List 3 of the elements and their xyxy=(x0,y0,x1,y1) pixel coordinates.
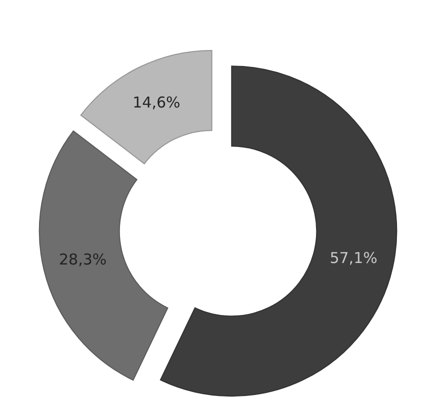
data-label: 28,3% xyxy=(59,250,107,269)
data-label: 14,6% xyxy=(132,93,180,112)
data-label: 57,1% xyxy=(330,248,378,267)
